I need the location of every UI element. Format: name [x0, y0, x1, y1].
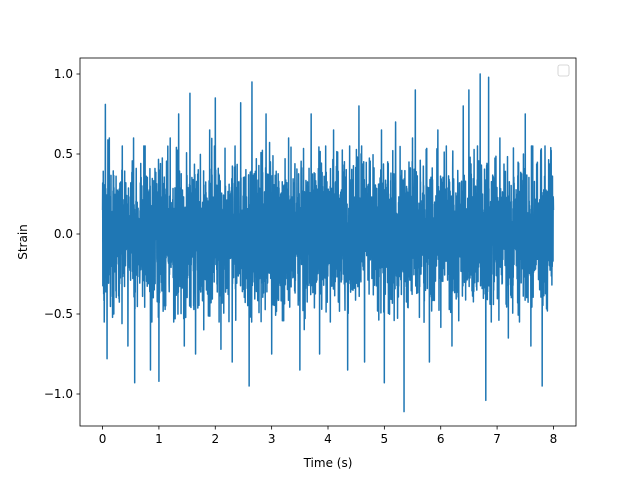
x-tick-label: 8 — [550, 432, 558, 446]
y-tick-label: 1.0 — [54, 67, 73, 81]
y-tick-label: −0.5 — [44, 307, 73, 321]
x-tick-label: 0 — [99, 432, 107, 446]
axes: 0 1 2 3 4 5 6 7 8 −1.0 −0.5 0.0 0.5 1.0 — [44, 57, 577, 446]
x-tick-label: 7 — [493, 432, 501, 446]
x-tick-label: 2 — [211, 432, 219, 446]
y-tick-label: 0.0 — [54, 227, 73, 241]
y-axis-label: Strain — [16, 224, 30, 260]
y-tick-label: −1.0 — [44, 387, 73, 401]
legend-box — [557, 64, 570, 77]
x-tick-label: 3 — [268, 432, 276, 446]
x-tick-label: 6 — [437, 432, 445, 446]
x-axis-label: Time (s) — [303, 456, 353, 470]
y-tick-label: 0.5 — [54, 147, 73, 161]
series-line — [101, 73, 555, 413]
x-tick-label: 1 — [155, 432, 163, 446]
x-tick-label: 4 — [324, 432, 332, 446]
x-tick-label: 5 — [381, 432, 389, 446]
plot-area — [101, 73, 555, 413]
